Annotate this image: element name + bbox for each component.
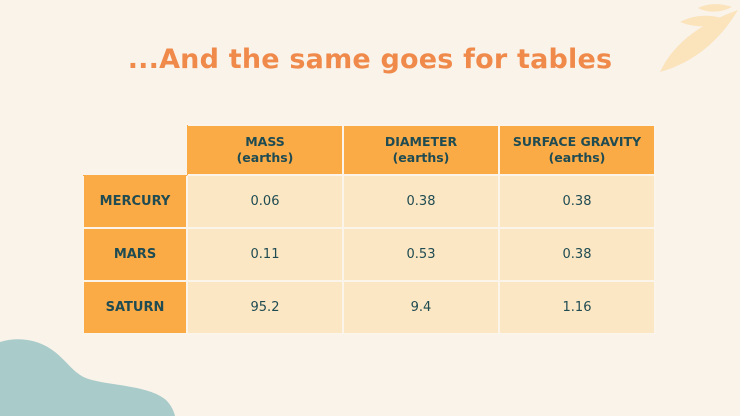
table-cell: 0.06 — [186, 174, 344, 229]
table-cell: 9.4 — [342, 280, 500, 335]
table-row: MERCURY 0.06 0.38 0.38 — [82, 174, 656, 229]
column-header-unit: (earths) — [236, 150, 294, 165]
table-cell: 95.2 — [186, 280, 344, 335]
column-header-unit: (earths) — [392, 150, 450, 165]
column-header-label: SURFACE GRAVITY — [512, 134, 642, 149]
column-header-surface-gravity: SURFACE GRAVITY (earths) — [498, 124, 656, 176]
column-header-label: DIAMETER — [384, 134, 458, 149]
planet-table: MASS (earths) DIAMETER (earths) SURFACE … — [82, 124, 656, 335]
table-cell: 0.38 — [498, 227, 656, 282]
table-cell: 0.38 — [342, 174, 500, 229]
column-header-diameter: DIAMETER (earths) — [342, 124, 500, 176]
blob-shape — [0, 339, 175, 416]
table-header-row: MASS (earths) DIAMETER (earths) SURFACE … — [83, 124, 656, 176]
table-row: SATURN 95.2 9.4 1.16 — [82, 280, 656, 335]
table-cell: 0.38 — [498, 174, 656, 229]
leaf-icon — [660, 4, 738, 72]
row-header-saturn: SATURN — [82, 280, 188, 335]
table-cell: 1.16 — [498, 280, 656, 335]
row-header-mercury: MERCURY — [82, 174, 188, 229]
column-header-unit: (earths) — [548, 150, 606, 165]
row-header-mars: MARS — [82, 227, 188, 282]
column-header-label: MASS — [245, 134, 285, 149]
column-header-mass: MASS (earths) — [186, 124, 344, 176]
table-cell: 0.53 — [342, 227, 500, 282]
slide-title: ...And the same goes for tables — [127, 44, 613, 75]
table-cell: 0.11 — [186, 227, 344, 282]
table-row: MARS 0.11 0.53 0.38 — [82, 227, 656, 282]
table-corner — [83, 125, 187, 175]
